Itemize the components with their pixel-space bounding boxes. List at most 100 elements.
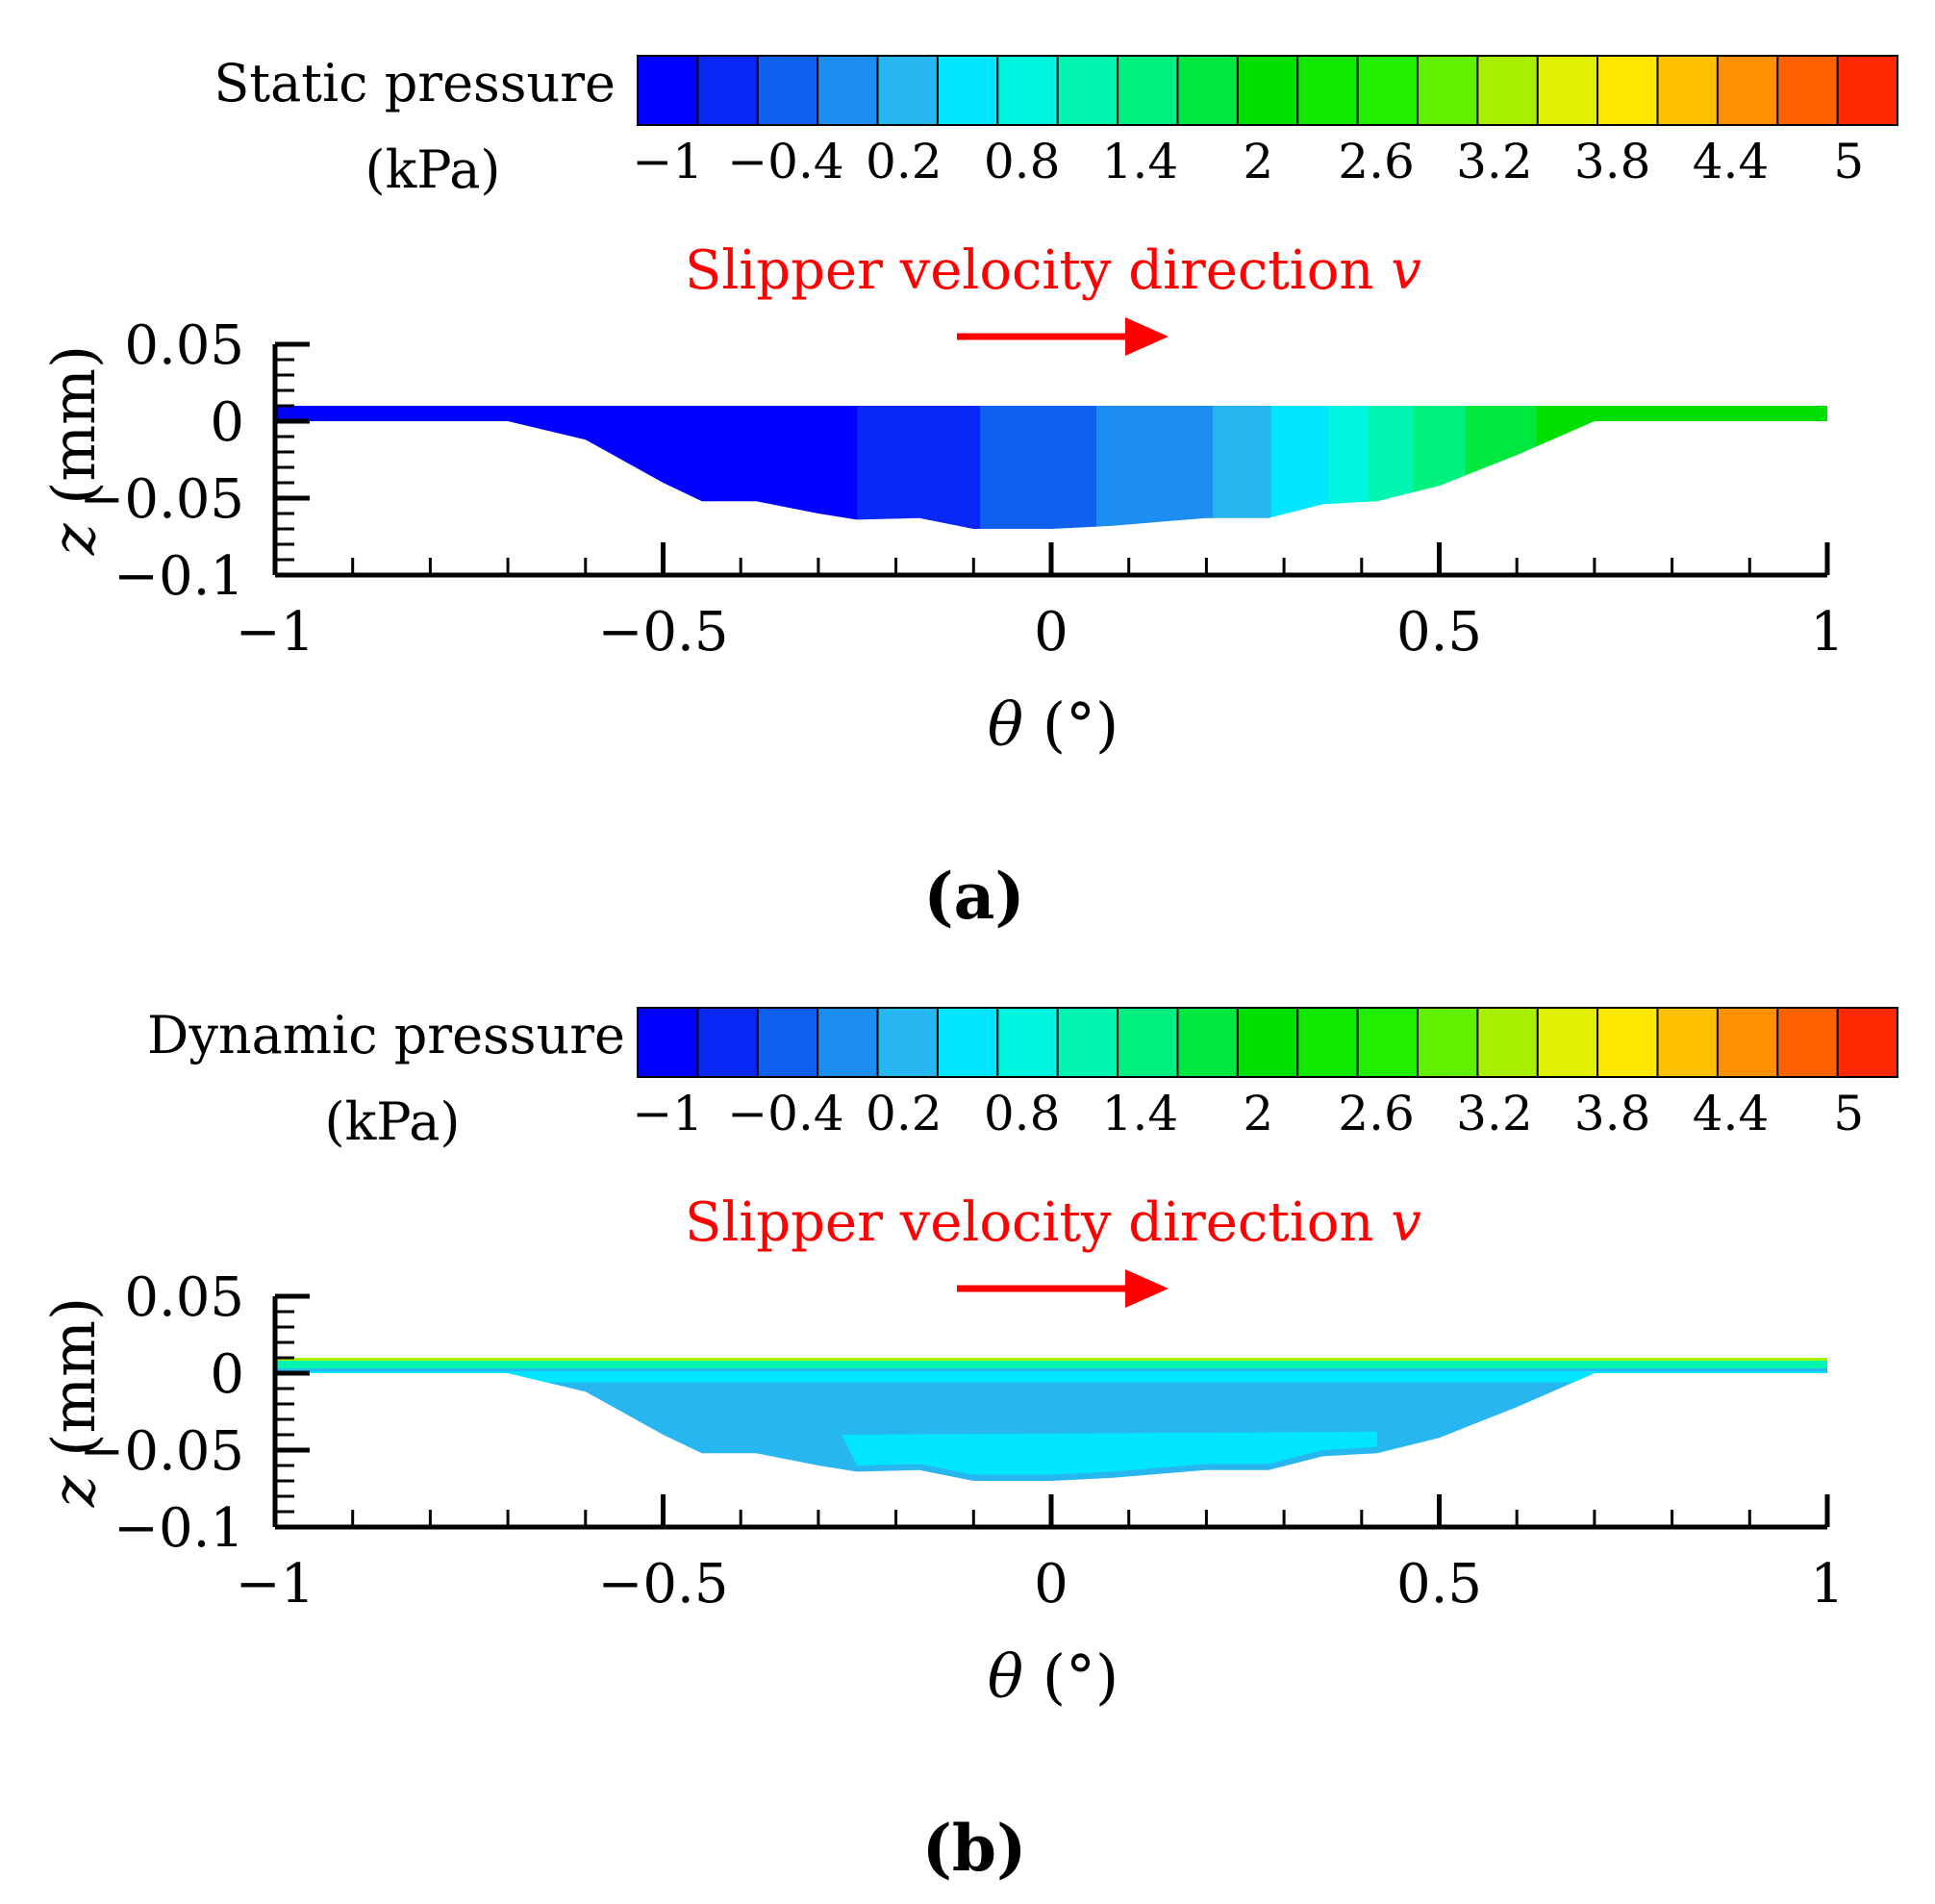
x-axis-label: θ (°): [988, 1641, 1118, 1712]
field-cell: [1161, 406, 1169, 529]
colorbar-band: [1777, 56, 1839, 125]
field-cell: [812, 406, 819, 529]
x-tick-labels: −1 −0.5 0 0.5 1: [236, 601, 1845, 664]
panel-label-b: (b): [922, 1811, 1027, 1886]
field-cell: [1005, 406, 1014, 529]
field-cell: [463, 406, 470, 529]
field-cell: [1503, 406, 1512, 529]
field-cell: [1574, 406, 1583, 529]
colorbar-tick-label: 3.2: [1456, 134, 1533, 189]
field-cell: [1355, 406, 1363, 529]
colorbar-unit: (kPa): [365, 139, 501, 200]
colorbar-band: [1657, 56, 1719, 125]
field-cell: [456, 406, 464, 529]
x-axis-label: θ (°): [988, 689, 1118, 760]
colorbar-band: [1597, 1008, 1658, 1077]
colorbar-unit: (kPa): [325, 1091, 461, 1152]
field-cell: [947, 406, 955, 529]
field-cell: [404, 406, 413, 529]
field-cell: [359, 406, 366, 529]
colorbar-band: [817, 56, 879, 125]
field-cell: [1102, 406, 1111, 529]
field-cell: [1710, 406, 1719, 529]
field-cell: [385, 406, 392, 529]
field-cell: [1025, 406, 1033, 529]
field-cell: [1704, 406, 1712, 529]
colorbar-bands: [637, 55, 1898, 126]
field-cell: [883, 406, 891, 529]
field-cell: [1018, 406, 1026, 529]
field-cell: [727, 406, 736, 529]
panel-dynamic-pressure: Dynamic pressure (kPa) −1 −0.4 0.2 0.8 1.4 2 2…: [0, 952, 1935, 1904]
field-cell: [682, 406, 691, 529]
field-cell: [689, 406, 696, 529]
colorbar-tick-label: 4.4: [1693, 1086, 1770, 1141]
field-cell: [934, 406, 942, 529]
field-cell: [449, 406, 458, 529]
velocity-arrow-icon: [957, 1269, 1169, 1308]
colorbar-band: [1357, 1008, 1419, 1077]
colorbar-band: [1657, 1008, 1719, 1077]
field-cell: [1012, 406, 1020, 529]
field-cell: [1569, 406, 1576, 529]
field-cell: [1685, 406, 1693, 529]
field-cell: [734, 406, 741, 529]
colorbar-band: [1118, 56, 1178, 125]
field-cell: [1051, 406, 1059, 529]
field-cell: [565, 406, 574, 529]
field-cell: [1270, 406, 1279, 529]
field-cell: [824, 406, 833, 529]
field-layer-gap-top: [275, 1358, 1827, 1361]
colorbar-tick-label: 2.6: [1338, 134, 1415, 189]
field-cell: [721, 406, 729, 529]
y-tick-label: −0.1: [113, 1497, 244, 1560]
field-cell: [650, 406, 658, 529]
field-cell: [1522, 406, 1531, 529]
colorbar-band: [1597, 56, 1658, 125]
x-tick-label: 0.5: [1396, 1553, 1482, 1616]
y-axis-label: z (mm): [38, 1297, 109, 1508]
field-cell: [534, 406, 541, 529]
colorbar-tick-label: 0.8: [984, 134, 1061, 189]
field-cell: [889, 406, 897, 529]
field-cell: [1251, 406, 1259, 529]
field-cell: [1723, 406, 1731, 529]
field-cell: [1335, 406, 1344, 529]
colorbar-band: [757, 1008, 818, 1077]
colorbar-tick-label: −0.4: [727, 134, 843, 189]
field-cell: [1697, 406, 1706, 529]
field-cell: [1109, 406, 1118, 529]
field-cell: [501, 406, 509, 529]
chart-a-svg: Static pressure (kPa) −1 −0.4 0.2 0.8 1.4 2 2.…: [38, 53, 1898, 934]
field-cell: [442, 406, 451, 529]
field-cell: [527, 406, 535, 529]
field-cell: [1219, 406, 1227, 529]
field-cell: [1477, 406, 1486, 529]
field-cell: [624, 406, 632, 529]
field-cell: [637, 406, 645, 529]
field-cell: [753, 406, 762, 529]
field-cell: [1543, 406, 1550, 529]
field-cell: [430, 406, 438, 529]
x-tick-label: 0: [1034, 1553, 1068, 1616]
colorbar-tick-label: −1: [632, 134, 703, 189]
field-cell: [281, 406, 289, 529]
field-cell: [1147, 406, 1156, 529]
colorbar-tick-label: −1: [632, 1086, 703, 1141]
colorbar-band: [1057, 56, 1118, 125]
field-cell: [1484, 406, 1493, 529]
field-cell: [598, 406, 606, 529]
field-cell: [1044, 406, 1052, 529]
colorbar-title: Static pressure: [214, 53, 616, 113]
field-cell: [1264, 406, 1272, 529]
field-cell: [980, 406, 988, 529]
field-cell: [792, 406, 800, 529]
colorbar-frame: [637, 55, 1898, 126]
y-tick-label: −0.1: [113, 545, 244, 608]
field-cell: [1083, 406, 1092, 529]
axes: [272, 341, 1830, 578]
field-cell: [1736, 406, 1745, 529]
velocity-direction-label: Slipper velocity direction v: [685, 239, 1421, 302]
field-cell: [656, 406, 665, 529]
field-cell: [1406, 406, 1415, 529]
